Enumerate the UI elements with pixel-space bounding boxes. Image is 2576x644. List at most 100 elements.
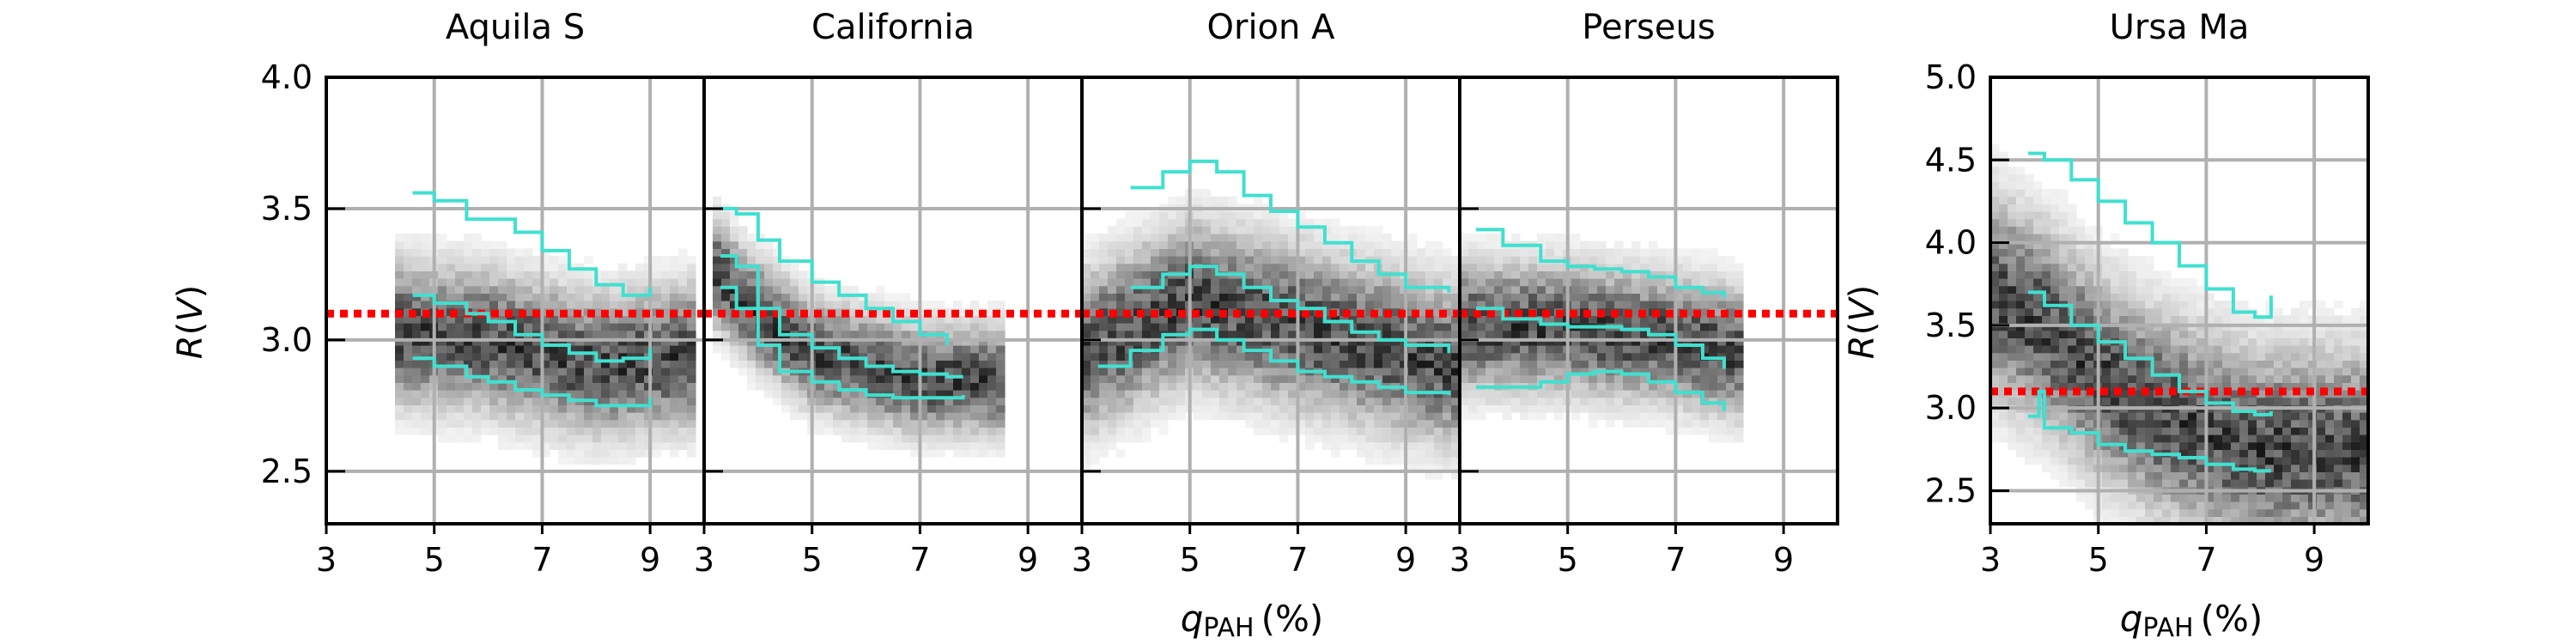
density-cell [2016, 218, 2026, 227]
density-cell [1571, 240, 1581, 249]
density-cell [1176, 211, 1186, 220]
density-cell [1451, 434, 1461, 443]
density-cell [1511, 270, 1521, 279]
density-cell [1443, 337, 1452, 346]
density-cell [1999, 397, 2008, 405]
density-cell [1700, 285, 1710, 294]
density-cell [1606, 337, 1615, 346]
density-cell [2222, 397, 2232, 405]
density-cell [1288, 374, 1297, 383]
density-cell [2205, 345, 2215, 354]
density-cell [867, 352, 877, 361]
density-cell [979, 404, 988, 413]
density-cell [730, 330, 739, 338]
density-cell [1425, 457, 1435, 465]
density-cell [833, 374, 842, 383]
density-cell [2068, 397, 2077, 405]
density-cell [678, 248, 688, 257]
density-cell [2059, 263, 2069, 271]
density-cell [1228, 263, 1237, 271]
density-cell [1546, 390, 1555, 398]
density-cell [601, 330, 611, 338]
density-cell [455, 397, 465, 405]
density-cell [1443, 374, 1452, 383]
density-cell [489, 390, 499, 398]
density-cell [515, 337, 525, 346]
density-cell [558, 293, 568, 301]
x-tick-label: 3 [1072, 541, 1092, 579]
density-cell [1554, 390, 1564, 398]
density-cell [1623, 390, 1632, 398]
density-cell [2119, 397, 2129, 405]
density-cell [1116, 226, 1126, 234]
density-cell [1254, 419, 1263, 428]
density-cell [438, 382, 447, 391]
density-cell [1365, 419, 1375, 428]
density-cell [2008, 226, 2017, 234]
density-cell [2033, 240, 2043, 249]
density-cell [635, 427, 645, 435]
density-cell [1434, 270, 1443, 279]
density-cell [876, 368, 885, 376]
density-cell [2222, 479, 2232, 488]
density-cell [2025, 337, 2034, 346]
density-cell [1279, 337, 1289, 346]
density-cell [438, 285, 447, 294]
density-cell [404, 285, 413, 294]
density-cell [1099, 360, 1109, 368]
density-cell [395, 323, 404, 331]
density-cell [1580, 360, 1589, 368]
density-cell [524, 345, 533, 354]
density-cell [1692, 263, 1701, 271]
density-cell [412, 323, 422, 331]
density-cell [1116, 352, 1126, 361]
density-cell [1305, 374, 1315, 383]
density-cell [635, 419, 645, 428]
density-cell [721, 352, 731, 361]
density-cell [2016, 181, 2026, 190]
density-cell [1116, 270, 1126, 279]
density-cell [1348, 360, 1358, 368]
density-cell [2171, 508, 2180, 517]
density-cell [1606, 315, 1615, 324]
density-cell [1125, 301, 1134, 309]
density-cell [1443, 457, 1452, 465]
density-cell [670, 397, 679, 405]
density-cell [1288, 270, 1297, 279]
density-cell [1990, 240, 2000, 249]
density-cell [1494, 323, 1504, 331]
density-cell [489, 427, 499, 435]
density-cell [404, 397, 413, 405]
density-cell [936, 360, 945, 368]
density-cell [2196, 330, 2206, 338]
density-cell [1202, 382, 1212, 391]
density-cell [799, 382, 808, 391]
density-cell [627, 427, 636, 435]
density-cell [1116, 368, 1126, 376]
density-cell [1194, 226, 1203, 234]
density-cell [1125, 211, 1134, 220]
density-cell [1297, 374, 1306, 383]
density-cell [790, 382, 799, 391]
density-cell [567, 457, 576, 465]
density-cell [1717, 263, 1727, 271]
density-cell [2188, 307, 2197, 316]
density-cell [1314, 285, 1323, 294]
density-cell [2050, 368, 2060, 376]
density-cell [1288, 234, 1297, 242]
density-cell [2154, 427, 2163, 435]
density-cell [2179, 352, 2189, 361]
density-cell [1717, 315, 1727, 324]
density-cell [412, 368, 422, 376]
density-cell [1297, 301, 1306, 309]
density-cell [2239, 360, 2249, 368]
density-cell [618, 382, 628, 391]
density-cell [816, 382, 825, 391]
density-cell [2214, 464, 2223, 472]
density-cell [1468, 278, 1478, 287]
density-cell [747, 301, 756, 309]
density-cell [592, 441, 602, 450]
density-cell [1279, 419, 1289, 428]
density-cell [1623, 374, 1632, 383]
density-cell [2231, 501, 2240, 510]
